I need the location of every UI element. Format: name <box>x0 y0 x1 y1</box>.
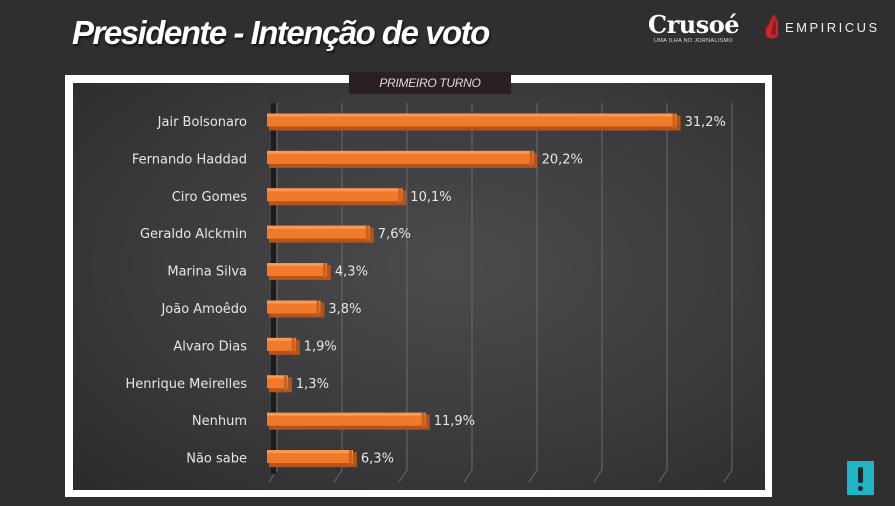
category-axis-wall <box>271 103 276 474</box>
category-label: Marina Silva <box>167 265 247 280</box>
bar <box>267 375 292 393</box>
exclamation-dot <box>858 486 863 491</box>
exclamation-bar <box>858 467 863 483</box>
gridline-depth <box>333 469 343 483</box>
empiricus-logo: EMPIRICUS <box>765 14 880 40</box>
category-label: Fernando Haddad <box>132 152 247 167</box>
value-label: 7,6% <box>378 227 411 242</box>
value-label: 1,3% <box>296 377 329 392</box>
category-label: Nenhum <box>192 414 247 429</box>
bar <box>267 150 538 168</box>
crusoe-logo-text: Crusoé <box>648 10 739 39</box>
crusoe-tagline: UMA ILHA NO JORNALISMO <box>653 38 734 44</box>
bar <box>267 450 357 468</box>
gridline-depth <box>398 469 408 483</box>
exclamation-icon[interactable] <box>847 461 874 495</box>
gridline-depth <box>723 469 733 483</box>
gridline-depth <box>463 469 473 483</box>
category-label: Alvaro Dias <box>173 339 247 354</box>
value-label: 10,1% <box>410 190 451 205</box>
bar <box>267 188 407 206</box>
gridline-depth <box>658 469 668 483</box>
value-labels: 31,2% 20,2% 10,1% 7,6% 4,3% 3,8% 1,9% 1,3% 11,9%… <box>296 115 726 467</box>
value-label: 11,9% <box>434 414 475 429</box>
category-label: Geraldo Alckmin <box>140 227 247 242</box>
category-label: Henrique Meirelles <box>126 377 248 392</box>
category-label: Jair Bolsonaro <box>157 115 247 130</box>
category-label: Não sabe <box>186 452 247 467</box>
bar <box>267 225 374 243</box>
category-label: João Amoêdo <box>160 302 247 317</box>
value-label: 1,9% <box>304 339 337 354</box>
bar <box>267 337 300 355</box>
value-label: 3,8% <box>328 302 361 317</box>
category-axis <box>271 103 276 474</box>
bar <box>267 412 430 430</box>
crusoe-logo: Crusoé UMA ILHA NO JORNALISMO <box>648 10 739 45</box>
bars <box>267 113 681 468</box>
page-title: Presidente - Intenção de voto <box>72 14 490 51</box>
value-label: 4,3% <box>335 265 368 280</box>
category-labels: Jair Bolsonaro Fernando Haddad Ciro Gomes G… <box>126 115 248 467</box>
value-label: 6,3% <box>361 452 394 467</box>
gridline-depth <box>593 469 603 483</box>
bar <box>267 113 681 131</box>
value-label: 20,2% <box>542 152 583 167</box>
category-label: Ciro Gomes <box>172 190 248 205</box>
empiricus-logo-text: EMPIRICUS <box>785 19 880 35</box>
chart-subtitle: PRIMEIRO TURNO <box>349 72 511 94</box>
bar <box>267 263 331 281</box>
bar <box>267 300 325 318</box>
empiricus-flame-icon <box>766 14 778 39</box>
gridline-depth <box>528 469 538 483</box>
value-label: 31,2% <box>685 115 726 130</box>
